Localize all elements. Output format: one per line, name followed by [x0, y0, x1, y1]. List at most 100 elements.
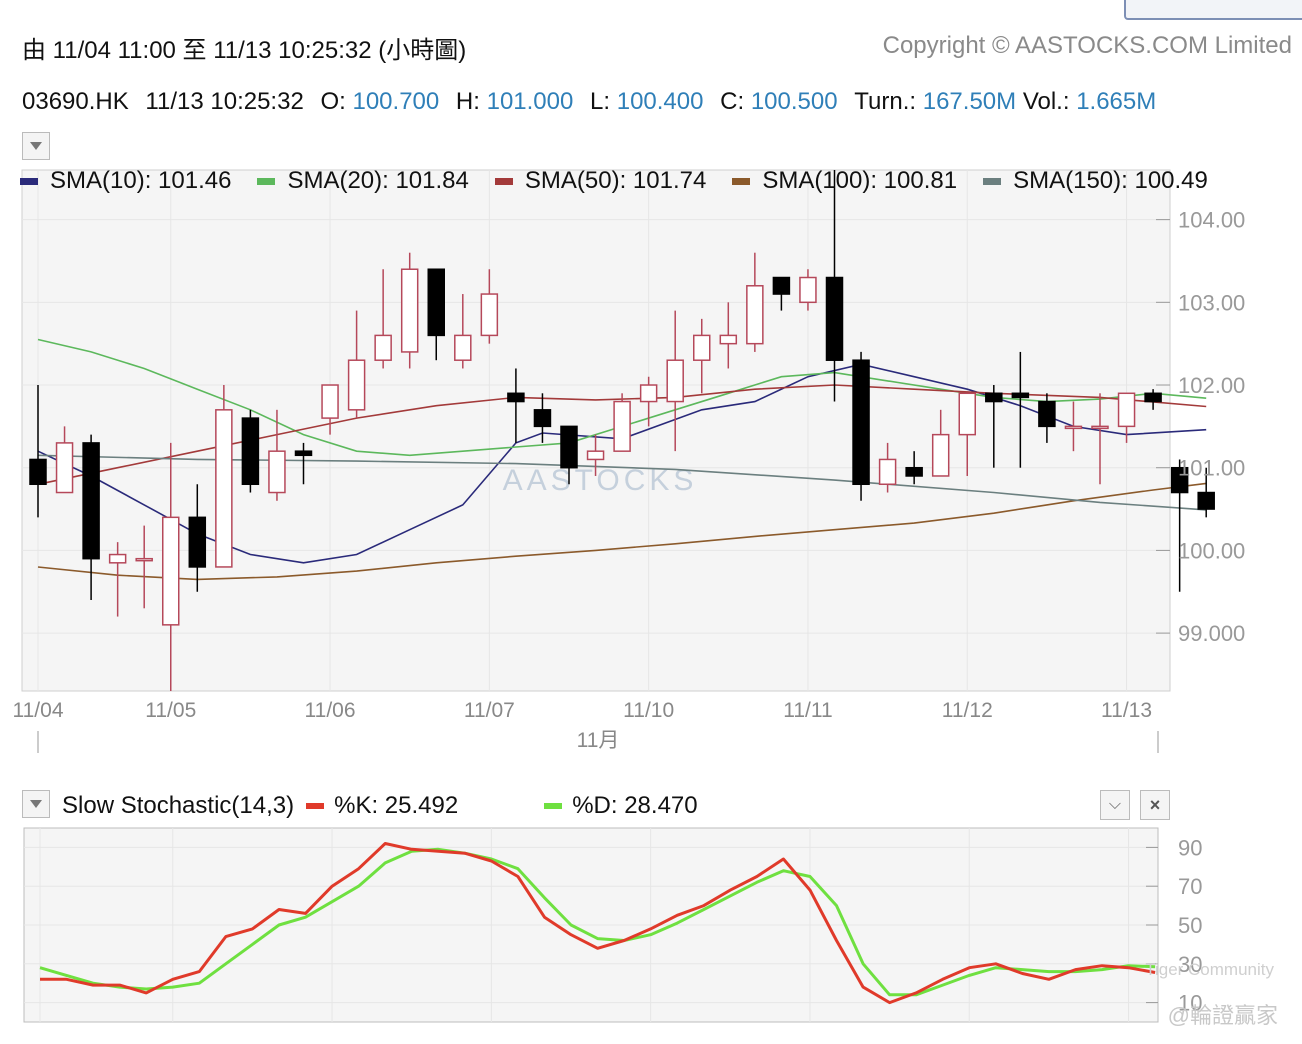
candle-body — [586, 450, 605, 461]
y-tick-label: 90 — [1178, 835, 1202, 860]
candle — [958, 392, 976, 476]
tiger-community-watermark: Tiger Community — [1145, 960, 1274, 979]
candle-body — [799, 276, 817, 304]
indicator-dropdown-button[interactable] — [22, 790, 50, 818]
candle-body — [746, 285, 764, 345]
candle — [1064, 401, 1083, 452]
turnover-label: Turn.: — [854, 88, 917, 115]
candle — [215, 385, 233, 568]
candle-body — [55, 442, 74, 494]
candle — [162, 442, 180, 691]
candle — [639, 376, 658, 427]
candle-body — [347, 359, 366, 411]
candle-body — [958, 392, 976, 436]
candle-body — [454, 334, 472, 361]
candle — [321, 384, 339, 435]
sma-legend: SMA(10): 101.46 SMA(20): 101.84 SMA(50): 1… — [20, 167, 1234, 195]
d-value-label: %D: 28.470 — [572, 792, 698, 819]
legend-swatch — [983, 177, 1002, 185]
x-tick-label: 11/11 — [783, 699, 832, 722]
candle — [772, 276, 791, 311]
candle — [268, 409, 286, 501]
y-tick-label: 104.00 — [1178, 208, 1245, 233]
candle-body — [29, 458, 47, 486]
k-swatch — [306, 803, 325, 809]
candle-body — [1117, 392, 1136, 428]
quote-summary: 03690.HK 11/13 10:25:32 O: 100.700 H: 10… — [22, 88, 1156, 116]
legend-label: SMA(50): 101.74 — [524, 167, 707, 194]
high-value: 101.000 — [486, 88, 574, 115]
sma-legend-item: SMA(150): 100.49 — [983, 167, 1208, 195]
quote-datetime: 11/13 10:25:32 — [145, 88, 304, 115]
candle-body — [878, 458, 897, 486]
price-chart: AASTOCKS 104.00103.00102.00101.00100.009… — [13, 169, 1245, 753]
y-tick-label: 70 — [1178, 874, 1202, 899]
open-value: 100.700 — [352, 88, 440, 115]
main-chart-dropdown-button[interactable] — [22, 132, 50, 160]
y-tick-label: 100.00 — [1178, 538, 1245, 563]
legend-label: SMA(10): 101.46 — [50, 167, 232, 194]
price-plot-area — [21, 169, 1171, 692]
legend-swatch — [257, 177, 276, 185]
candle-body — [188, 516, 207, 568]
sma-line — [37, 482, 1207, 581]
candle — [29, 385, 47, 518]
candle-body — [666, 359, 684, 403]
candle — [1197, 467, 1215, 518]
candle — [878, 442, 897, 493]
chart-toolbar[interactable] — [1124, 0, 1302, 20]
candle-body — [825, 276, 844, 361]
candle-body — [427, 268, 445, 337]
candle-body — [931, 433, 950, 477]
x-tick-label: 11/07 — [464, 699, 515, 722]
indicator-collapse-button[interactable]: ⌵ — [1100, 790, 1130, 820]
candle-body — [772, 276, 791, 295]
y-tick-label: 10 — [1178, 991, 1202, 1016]
candle — [108, 542, 127, 617]
volume-label: Vol.: — [1022, 88, 1070, 115]
time-range-label: 由 11/04 11:00 至 11/13 10:25:32 (小時圖) — [22, 37, 467, 64]
volume-value: 1.665M — [1076, 88, 1157, 115]
candle-body — [321, 384, 339, 419]
candle-body — [480, 293, 499, 337]
candle — [799, 269, 817, 311]
k-line — [40, 842, 1156, 1005]
y-tick-label: 30 — [1178, 952, 1202, 977]
stochastic-title: Slow Stochastic(14,3) — [62, 792, 295, 819]
candle-body — [905, 466, 923, 477]
candle-body — [1011, 392, 1030, 399]
chevron-down-icon — [30, 800, 42, 808]
candle-body — [639, 384, 658, 403]
candle-body — [82, 442, 100, 560]
sma-legend-item: SMA(100): 100.81 — [732, 167, 957, 195]
candle — [135, 525, 153, 609]
candle — [613, 393, 631, 452]
legend-label: SMA(20): 101.84 — [287, 167, 469, 194]
y-tick-label: 50 — [1178, 913, 1202, 938]
candle-body — [241, 417, 260, 486]
candle — [852, 351, 870, 501]
chevron-down-icon — [30, 142, 42, 150]
candle — [1144, 389, 1162, 410]
candle — [905, 451, 923, 485]
candle — [374, 269, 392, 369]
candle — [507, 368, 525, 443]
candle-body — [268, 450, 286, 494]
low-value: 100.400 — [616, 88, 704, 115]
sma-legend-item: SMA(10): 101.46 — [20, 167, 231, 195]
candle — [931, 409, 950, 477]
candle — [825, 170, 844, 402]
k-value-label: %K: 25.492 — [334, 792, 459, 819]
candle-body — [1170, 466, 1189, 494]
indicator-close-button[interactable]: × — [1140, 790, 1170, 820]
candle — [560, 425, 578, 485]
candle-body — [294, 450, 313, 457]
stochastic-chart: 90 70 50 30 10 — [23, 827, 1202, 1023]
candle — [188, 484, 207, 592]
legend-label: SMA(150): 100.49 — [1013, 167, 1208, 194]
low-label: L: — [590, 88, 611, 115]
candle — [1011, 351, 1030, 468]
y-tick-label: 102.00 — [1178, 373, 1245, 398]
legend-swatch — [494, 177, 513, 185]
candle — [693, 318, 711, 394]
